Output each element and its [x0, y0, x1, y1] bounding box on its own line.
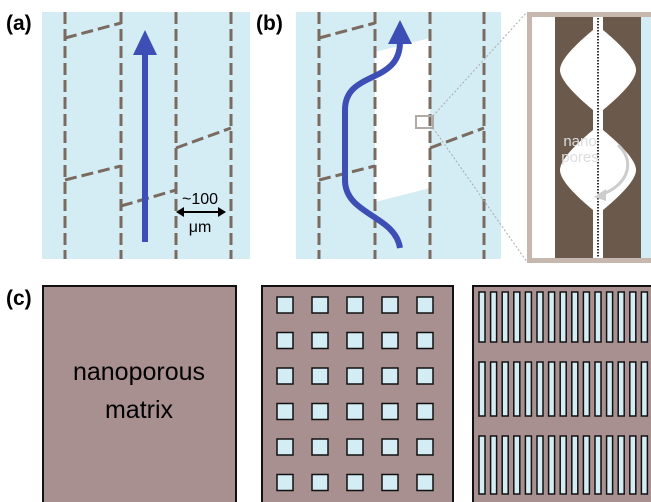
- channel: [607, 436, 613, 494]
- channel: [502, 362, 508, 416]
- channel: [583, 292, 589, 342]
- channel: [549, 292, 555, 342]
- channel: [572, 436, 578, 494]
- channel: [312, 439, 328, 455]
- scale-value: ~100: [182, 191, 218, 208]
- channel: [312, 368, 328, 384]
- inset-text: pores: [561, 149, 599, 166]
- channel: [312, 333, 328, 349]
- channel: [502, 292, 508, 342]
- channel: [277, 404, 293, 420]
- panel-label: (b): [256, 12, 283, 35]
- channel: [479, 292, 485, 342]
- channel: [382, 333, 398, 349]
- channel: [417, 297, 433, 313]
- channel: [277, 333, 293, 349]
- channel: [491, 436, 497, 494]
- channel: [382, 475, 398, 491]
- channel: [525, 362, 531, 416]
- channel: [549, 436, 555, 494]
- channel: [502, 436, 508, 494]
- channel: [277, 439, 293, 455]
- scale-unit: μm: [189, 219, 212, 236]
- channel: [525, 436, 531, 494]
- channel: [491, 362, 497, 416]
- channel: [537, 292, 543, 342]
- channel: [417, 404, 433, 420]
- channel: [347, 368, 363, 384]
- channel: [537, 362, 543, 416]
- channel: [491, 292, 497, 342]
- channel: [479, 436, 485, 494]
- channel: [630, 292, 636, 342]
- channel: [417, 439, 433, 455]
- figure: ~100 μm (a) (b) nano pores: [0, 0, 651, 502]
- channel: [583, 362, 589, 416]
- channel: [417, 475, 433, 491]
- channel: [347, 475, 363, 491]
- channel: [525, 292, 531, 342]
- channel: [560, 292, 566, 342]
- channel: [312, 475, 328, 491]
- channel: [630, 436, 636, 494]
- channel: [347, 404, 363, 420]
- channel: [479, 362, 485, 416]
- channel: [277, 475, 293, 491]
- channel: [549, 362, 555, 416]
- channel: [277, 368, 293, 384]
- channel: [312, 297, 328, 313]
- channel: [641, 292, 647, 342]
- panel-label: (a): [6, 12, 32, 35]
- channel: [382, 404, 398, 420]
- channel: [583, 436, 589, 494]
- channel: [347, 333, 363, 349]
- channel: [595, 436, 601, 494]
- matrix-text: nanoporous: [73, 358, 205, 386]
- channel: [618, 292, 624, 342]
- channel: [514, 292, 520, 342]
- channel: [641, 362, 647, 416]
- channel: [277, 297, 293, 313]
- channel: [382, 297, 398, 313]
- matrix-squares: [262, 286, 453, 502]
- channel: [641, 436, 647, 494]
- channel: [537, 436, 543, 494]
- channel: [347, 297, 363, 313]
- channel: [595, 292, 601, 342]
- channel: [572, 292, 578, 342]
- channel: [595, 362, 601, 416]
- channel: [312, 404, 328, 420]
- channel: [382, 439, 398, 455]
- defect: [375, 38, 430, 202]
- channel: [514, 362, 520, 416]
- channel: [560, 362, 566, 416]
- channel: [347, 439, 363, 455]
- channel: [572, 362, 578, 416]
- channel: [618, 362, 624, 416]
- channel: [382, 368, 398, 384]
- channel: [514, 436, 520, 494]
- channel: [417, 333, 433, 349]
- channel: [417, 368, 433, 384]
- channel: [618, 436, 624, 494]
- matrix-text: matrix: [105, 396, 174, 424]
- matrix-plain: [43, 286, 236, 502]
- channel: [560, 436, 566, 494]
- inset-text: nano: [563, 133, 596, 150]
- panel-label: (c): [6, 287, 32, 310]
- channel: [607, 362, 613, 416]
- slot-channels: [479, 292, 647, 494]
- channel: [607, 292, 613, 342]
- channel: [630, 362, 636, 416]
